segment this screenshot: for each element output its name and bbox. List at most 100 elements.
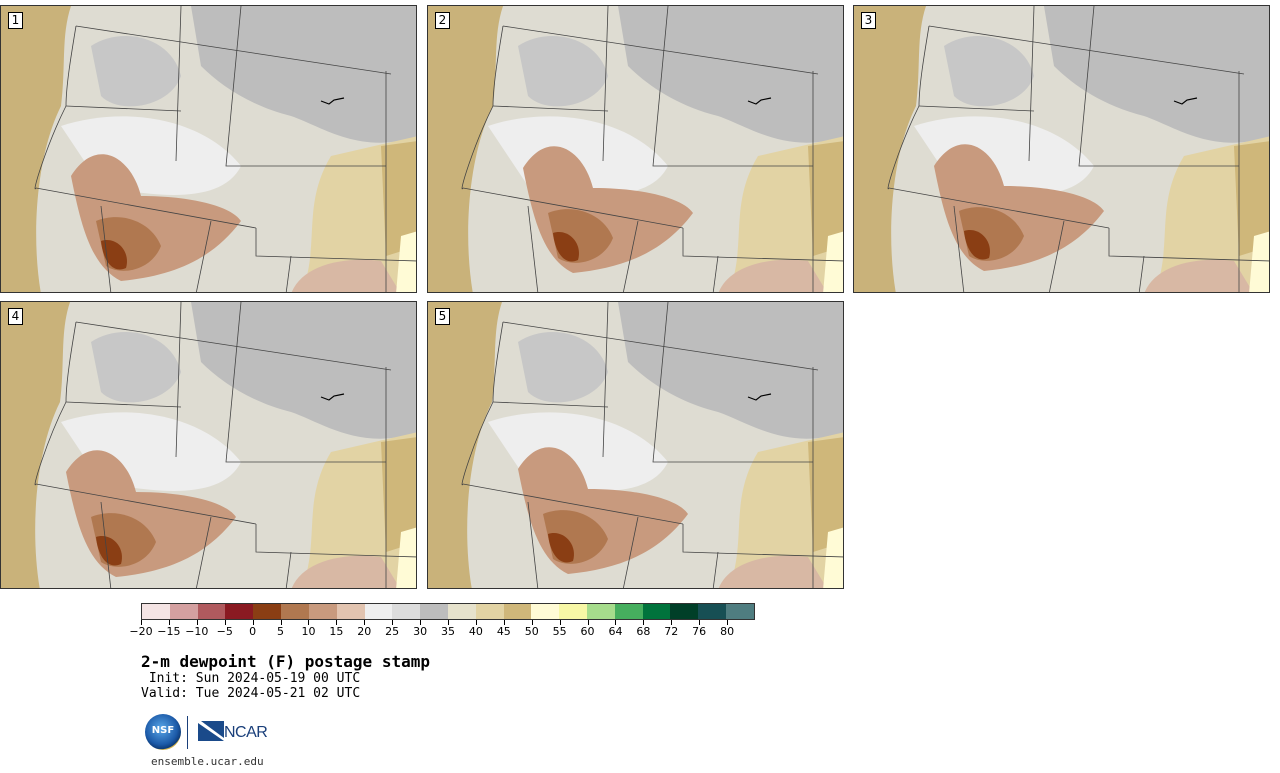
colorbar-tick-label: 80 — [720, 625, 735, 638]
colorbar-swatch — [281, 604, 309, 619]
colorbar-tick-label: 60 — [580, 625, 595, 638]
colorbar-tick-label: 76 — [692, 625, 707, 638]
colorbar-tick-label: −10 — [185, 625, 209, 638]
colorbar-tick — [280, 620, 282, 625]
ncar-logo-text[interactable]: NCAR — [224, 724, 268, 741]
dewpoint-map — [428, 6, 843, 292]
panel-number-label: 2 — [435, 12, 450, 29]
colorbar-swatch — [726, 604, 754, 619]
colorbar-swatch — [169, 604, 198, 619]
nsf-logo[interactable]: NSF — [145, 714, 181, 750]
colorbar-tick — [168, 620, 170, 625]
colorbar-tick-label: 35 — [441, 625, 455, 638]
dry-region-southeast — [291, 555, 400, 588]
colorbar-tick-label: 68 — [636, 625, 651, 638]
dewpoint-map — [854, 6, 1269, 292]
colorbar-tick — [531, 620, 533, 625]
colorbar-swatch — [698, 604, 727, 619]
colorbar-swatch — [392, 604, 421, 619]
dry-region-southeast — [718, 555, 827, 588]
colorbar-swatch — [142, 604, 170, 619]
colorbar-tick — [141, 620, 142, 625]
colorbar-swatch — [364, 604, 393, 619]
panel-number-label: 1 — [8, 12, 23, 29]
dry-region-southeast — [718, 259, 827, 292]
colorbar-tick-label: 10 — [301, 625, 316, 638]
humid-region — [823, 527, 843, 588]
colorbar-tick — [392, 620, 394, 625]
colorbar-swatch — [642, 604, 671, 619]
map-panel-5: 5 — [427, 301, 844, 589]
moist-region-plains — [1234, 141, 1269, 256]
colorbar-swatch — [559, 604, 587, 619]
colorbar-tick — [671, 620, 673, 625]
humid-region — [396, 231, 416, 292]
colorbar-tick — [475, 620, 477, 625]
colorbar-tick-label: 55 — [552, 625, 567, 638]
colorbar-swatch — [447, 604, 476, 619]
extreme-dry-region — [964, 230, 990, 260]
dry-region-north — [191, 302, 416, 439]
dewpoint-map — [428, 302, 843, 588]
colorbar-tick-label: 5 — [277, 625, 285, 638]
colorbar-tick-label: 72 — [664, 625, 679, 638]
dewpoint-colorbar — [141, 603, 755, 620]
extreme-dry-region — [548, 533, 574, 563]
dewpoint-map — [1, 6, 416, 292]
humid-region — [1249, 231, 1269, 292]
colorbar-tick-label: 15 — [329, 625, 344, 638]
borders — [887, 6, 1269, 292]
dry-region-northwest — [91, 332, 181, 403]
ncar-logo-icon[interactable] — [198, 721, 224, 741]
colorbar-tick-label: 25 — [385, 625, 400, 638]
colorbar-tick — [196, 620, 198, 625]
colorbar-tick-label: 50 — [524, 625, 539, 638]
colorbar-tick-label: 64 — [608, 625, 623, 638]
borders — [461, 6, 843, 292]
panel-number-label: 4 — [8, 308, 23, 325]
colorbar-tick-label: 20 — [357, 625, 372, 638]
dry-region-north — [1044, 6, 1269, 143]
colorbar-tick-label: 0 — [249, 625, 257, 638]
dry-region-northwest — [944, 36, 1034, 107]
colorbar-tick-label: −15 — [157, 625, 181, 638]
lake-outline — [1173, 97, 1198, 105]
moist-region-plains — [381, 141, 416, 256]
colorbar-tick — [448, 620, 449, 625]
colorbar-tick-label: −5 — [216, 625, 233, 638]
colorbar-tick — [336, 620, 338, 625]
colorbar-tick — [559, 620, 561, 625]
colorbar-tick — [615, 620, 617, 625]
colorbar-tick — [699, 620, 701, 625]
extreme-dry-region — [101, 240, 127, 270]
colorbar-tick — [727, 620, 729, 625]
humid-region — [396, 527, 416, 588]
init-time: Init: Sun 2024-05-19 00 UTC — [141, 671, 361, 686]
lake-outline — [747, 393, 772, 401]
moist-region-plains — [381, 437, 416, 552]
colorbar-tick — [503, 620, 505, 625]
map-panel-3: 3 — [853, 5, 1270, 293]
panel-number-label: 3 — [861, 12, 876, 29]
lake-outline — [747, 97, 772, 105]
moist-region-plains — [808, 141, 843, 256]
lake-outline — [320, 97, 345, 105]
dry-region-southeast — [291, 259, 400, 292]
borders — [34, 6, 416, 292]
dry-region-north — [191, 6, 416, 143]
dry-region-north — [618, 302, 843, 439]
dry-region-southeast — [1144, 259, 1253, 292]
extreme-dry-region — [96, 536, 122, 566]
site-url[interactable]: ensemble.ucar.edu — [151, 755, 264, 768]
dry-region-north — [618, 6, 843, 143]
colorbar-tick-label: 30 — [413, 625, 428, 638]
valid-time: Valid: Tue 2024-05-21 02 UTC — [141, 686, 361, 701]
colorbar-tick — [587, 620, 589, 625]
colorbar-swatch — [420, 604, 448, 619]
dry-region-northwest — [518, 332, 608, 403]
colorbar-swatch — [475, 604, 504, 619]
panel-number-label: 5 — [435, 308, 450, 325]
colorbar-swatch — [503, 604, 532, 619]
map-panel-2: 2 — [427, 5, 844, 293]
extreme-dry-region — [553, 232, 579, 262]
